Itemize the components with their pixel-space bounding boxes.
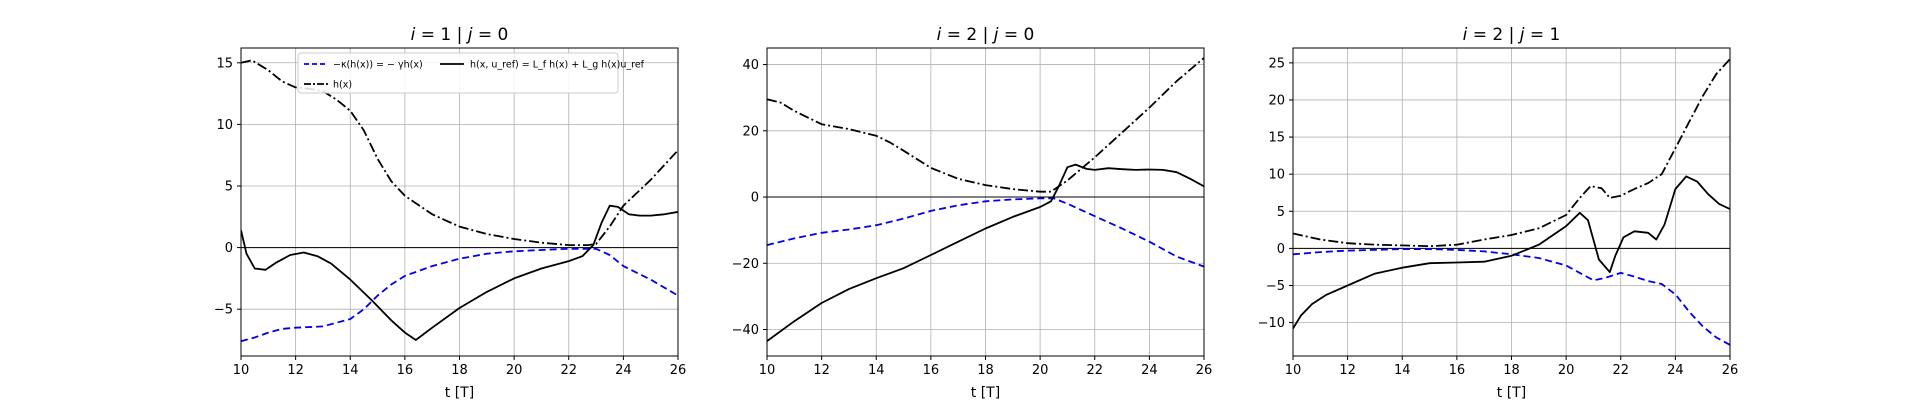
y-tick-label: 10 — [1268, 168, 1285, 183]
x-tick-label: 24 — [615, 363, 632, 378]
y-tick-label: 15 — [216, 56, 233, 71]
legend-label: h(x, u_ref) = L_f h(x) + L_g h(x)u_ref — [470, 60, 645, 71]
y-tick-label: 15 — [1268, 131, 1285, 146]
x-tick-label: 20 — [1558, 363, 1575, 378]
y-tick-label: 10 — [216, 118, 233, 133]
chart-panel-2: 10 12 14 16 18 20 22 24 26 −40 −20 0 20 40 t [T] i = 2 … — [732, 25, 1213, 400]
x-tick-label: 12 — [1339, 363, 1356, 378]
x-tick-label: 22 — [560, 363, 577, 378]
y-tick-label: 0 — [751, 191, 759, 206]
x-tick-label: 24 — [1141, 363, 1158, 378]
x-tick-label: 10 — [759, 363, 776, 378]
x-tick-label: 16 — [923, 363, 940, 378]
series-line-h — [767, 57, 1204, 193]
x-tick-label: 20 — [506, 363, 523, 378]
series-line-kappa — [767, 197, 1204, 268]
y-tick-label: 20 — [1268, 93, 1285, 108]
x-tick-label: 16 — [1449, 363, 1466, 378]
series-line-hdot — [1293, 175, 1730, 329]
legend-label: h(x) — [333, 80, 352, 91]
x-tick-label: 20 — [1032, 363, 1049, 378]
x-axis-label: t [T] — [1497, 385, 1526, 400]
y-tick-label: −20 — [732, 257, 759, 272]
x-tick-label: 18 — [1503, 363, 1520, 378]
x-tick-label: 22 — [1086, 363, 1103, 378]
x-tick-label: 24 — [1667, 363, 1684, 378]
x-tick-label: 14 — [868, 363, 885, 378]
x-tick-label: 18 — [977, 363, 994, 378]
y-tick-label: −5 — [214, 303, 233, 318]
x-tick-label: 16 — [397, 363, 414, 378]
x-tick-label: 26 — [1722, 363, 1739, 378]
x-tick-label: 26 — [670, 363, 687, 378]
series-line-kappa — [1293, 248, 1730, 346]
legend: −κ(h(x)) = − γh(x) h(x, u_ref) = L_f h(x)… — [297, 52, 645, 94]
y-tick-label: −10 — [1258, 316, 1285, 331]
series-line-h — [241, 59, 678, 246]
y-tick-label: 25 — [1268, 56, 1285, 71]
chart-title: i = 1 | j = 0 — [411, 25, 509, 45]
y-tick-label: 0 — [225, 241, 233, 256]
chart-title: i = 2 | j = 0 — [937, 25, 1035, 45]
x-tick-label: 18 — [451, 363, 468, 378]
x-tick-label: 26 — [1196, 363, 1213, 378]
x-tick-label: 14 — [1394, 363, 1411, 378]
series-line-kappa — [241, 247, 678, 343]
y-tick-label: 5 — [225, 179, 233, 194]
x-tick-label: 10 — [233, 363, 250, 378]
x-tick-label: 14 — [342, 363, 359, 378]
legend-box — [297, 52, 619, 94]
y-tick-label: 40 — [742, 58, 759, 73]
y-tick-label: 20 — [742, 124, 759, 139]
x-tick-label: 22 — [1612, 363, 1629, 378]
x-axis-label: t [T] — [445, 385, 474, 400]
chart-title: i = 2 | j = 1 — [1463, 25, 1561, 45]
y-tick-label: 0 — [1277, 242, 1285, 257]
x-axis-label: t [T] — [971, 385, 1000, 400]
x-tick-label: 12 — [287, 363, 304, 378]
legend-label: −κ(h(x)) = − γh(x) — [333, 60, 423, 71]
x-tick-label: 12 — [813, 363, 830, 378]
y-tick-label: −40 — [732, 323, 759, 338]
chart-panel-3: 10 12 14 16 18 20 22 24 26 −10 −5 0 5 10 15 20 25 t [T] i … — [1258, 25, 1739, 400]
y-tick-label: −5 — [1266, 279, 1285, 294]
series-line-hdot — [241, 204, 678, 341]
series-line-h — [1293, 58, 1730, 248]
x-tick-label: 10 — [1285, 363, 1302, 378]
y-tick-label: 5 — [1277, 205, 1285, 220]
